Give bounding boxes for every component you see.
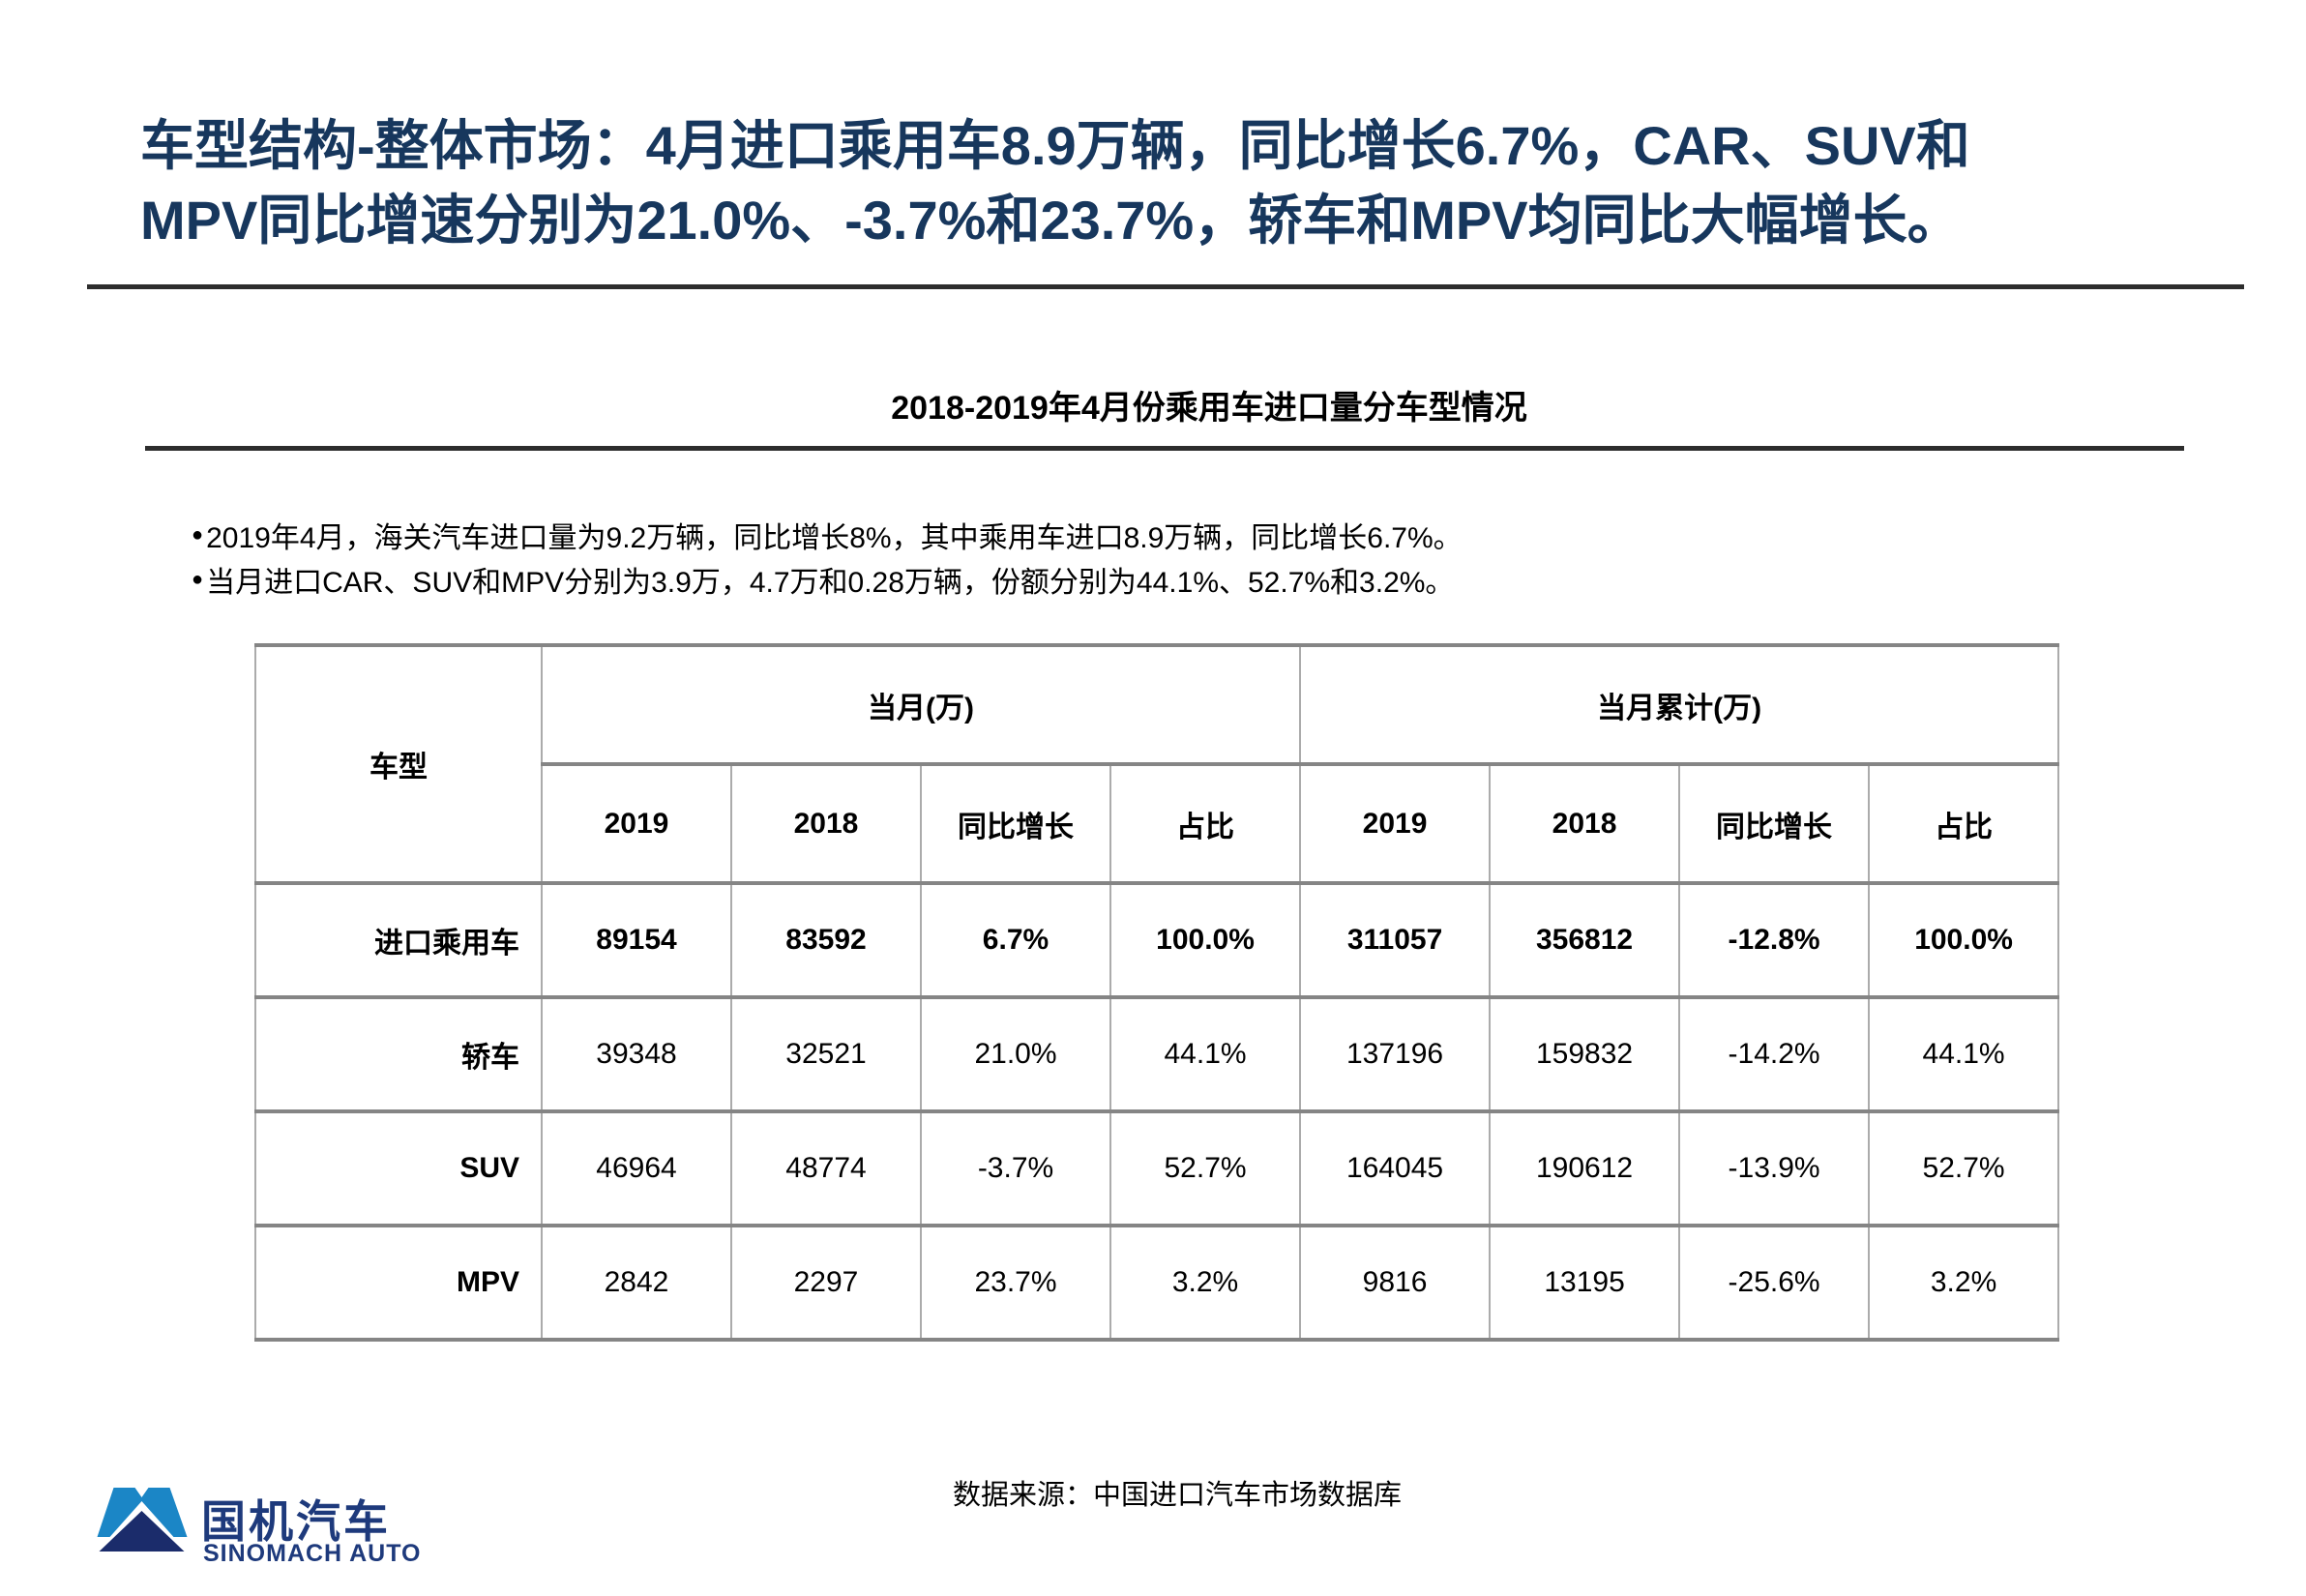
sinomach-logo-icon: [95, 1488, 189, 1553]
cell: -12.8%: [1678, 881, 1871, 999]
cell: 6.7%: [920, 881, 1111, 999]
logo-text-cn: 国机汽车: [201, 1496, 391, 1547]
row-label: 轿车: [254, 995, 543, 1113]
cell: 356812: [1489, 881, 1681, 999]
sub-header-yoy: 同比增长: [1678, 762, 1871, 885]
cell: 311057: [1299, 881, 1492, 999]
cell: -3.7%: [920, 1109, 1111, 1227]
cell: 137196: [1299, 995, 1492, 1113]
table-sub-header-row: 2019 2018 同比增长 占比 2019 2018 同比增长 占比: [255, 762, 2060, 885]
cell: 2297: [730, 1224, 922, 1342]
sub-header-share: 占比: [1109, 762, 1302, 885]
bullet-dot-icon: ●: [192, 569, 204, 590]
sub-header-2018: 2018: [1489, 762, 1681, 885]
bullet-item: ● 2019年4月，海关汽车进口量为9.2万辆，同比增长8%，其中乘用车进口8.…: [192, 513, 2174, 557]
table-title-divider-line: [145, 446, 2184, 451]
bullet-item: ● 当月进口CAR、SUV和MPV分别为3.9万，4.7万和0.28万辆，份额分…: [192, 557, 2174, 602]
import-volume-table: 车型 当月(万) 当月累计(万) 2019 2018 同比增长 占比 2019 …: [254, 643, 2060, 1342]
cell: 2842: [541, 1224, 732, 1342]
group-header-current-month: 当月(万): [540, 643, 1302, 766]
slide-title-line2: MPV同比增速分别为21.0%、-3.7%和23.7%，轿车和MPV均同比大幅增…: [140, 190, 1962, 251]
bullet-list: ● 2019年4月，海关汽车进口量为9.2万辆，同比增长8%，其中乘用车进口8.…: [192, 513, 2174, 602]
bullet-dot-icon: ●: [192, 524, 204, 546]
cell: 190612: [1489, 1109, 1681, 1227]
sub-header-2018: 2018: [730, 762, 922, 885]
cell: 159832: [1489, 995, 1681, 1113]
cell: 13195: [1489, 1224, 1681, 1342]
sub-header-yoy: 同比增长: [920, 762, 1111, 885]
cell: 46964: [541, 1109, 732, 1227]
logo-text-en: SINOMACH AUTO: [203, 1540, 422, 1567]
cell: 83592: [730, 881, 922, 999]
table-row-suv: SUV 46964 48774 -3.7% 52.7% 164045 19061…: [254, 1109, 2060, 1227]
bullet-text: 2019年4月，海关汽车进口量为9.2万辆，同比增长8%，其中乘用车进口8.9万…: [206, 522, 1463, 554]
cell: 100.0%: [1868, 881, 2060, 999]
group-header-cumulative: 当月累计(万): [1299, 643, 2060, 766]
cell: 23.7%: [920, 1224, 1111, 1342]
cell: -25.6%: [1678, 1224, 1871, 1342]
table-group-header-row: 车型 当月(万) 当月累计(万): [254, 643, 2060, 885]
sub-header-share: 占比: [1868, 762, 2060, 885]
cell: 44.1%: [1868, 995, 2060, 1113]
cell: 52.7%: [1868, 1109, 2060, 1227]
cell: 48774: [730, 1109, 922, 1227]
table-row-car: 轿车 39348 32521 21.0% 44.1% 137196 159832…: [254, 995, 2060, 1113]
cell: 3.2%: [1868, 1224, 2060, 1342]
slide-title-line1: 车型结构-整体市场：4月进口乘用车8.9万辆，同比增长6.7%，CAR、SUV和: [140, 115, 1970, 176]
row-label: SUV: [254, 1109, 543, 1227]
slide-title: 车型结构-整体市场：4月进口乘用车8.9万辆，同比增长6.7%，CAR、SUV和…: [140, 108, 2220, 257]
cell: -13.9%: [1678, 1109, 1871, 1227]
table-row-total: 进口乘用车 89154 83592 6.7% 100.0% 311057 356…: [254, 881, 2060, 999]
cell: 100.0%: [1109, 881, 1302, 999]
sub-header-2019: 2019: [541, 762, 732, 885]
cell: 9816: [1299, 1224, 1492, 1342]
row-label: MPV: [254, 1224, 543, 1342]
row-label: 进口乘用车: [254, 881, 543, 999]
title-divider-line: [87, 284, 2244, 289]
logo-triangle-navy-shape: [99, 1511, 185, 1552]
table-title: 2018-2019年4月份乘用车进口量分车型情况: [891, 390, 1527, 427]
sub-header-2019: 2019: [1299, 762, 1492, 885]
cell: 32521: [730, 995, 922, 1113]
cell: 21.0%: [920, 995, 1111, 1113]
data-source-note: 数据来源：中国进口汽车市场数据库: [953, 1480, 1403, 1511]
cell: 89154: [541, 881, 732, 999]
cell: -14.2%: [1678, 995, 1871, 1113]
cell: 164045: [1299, 1109, 1492, 1227]
cell: 44.1%: [1109, 995, 1302, 1113]
cell: 3.2%: [1109, 1224, 1302, 1342]
col-header-vehicle-type: 车型: [254, 643, 543, 885]
table-row-mpv: MPV 2842 2297 23.7% 3.2% 9816 13195 -25.…: [254, 1224, 2060, 1342]
cell: 52.7%: [1109, 1109, 1302, 1227]
cell: 39348: [541, 995, 732, 1113]
bullet-text: 当月进口CAR、SUV和MPV分别为3.9万，4.7万和0.28万辆，份额分别为…: [206, 567, 1455, 599]
